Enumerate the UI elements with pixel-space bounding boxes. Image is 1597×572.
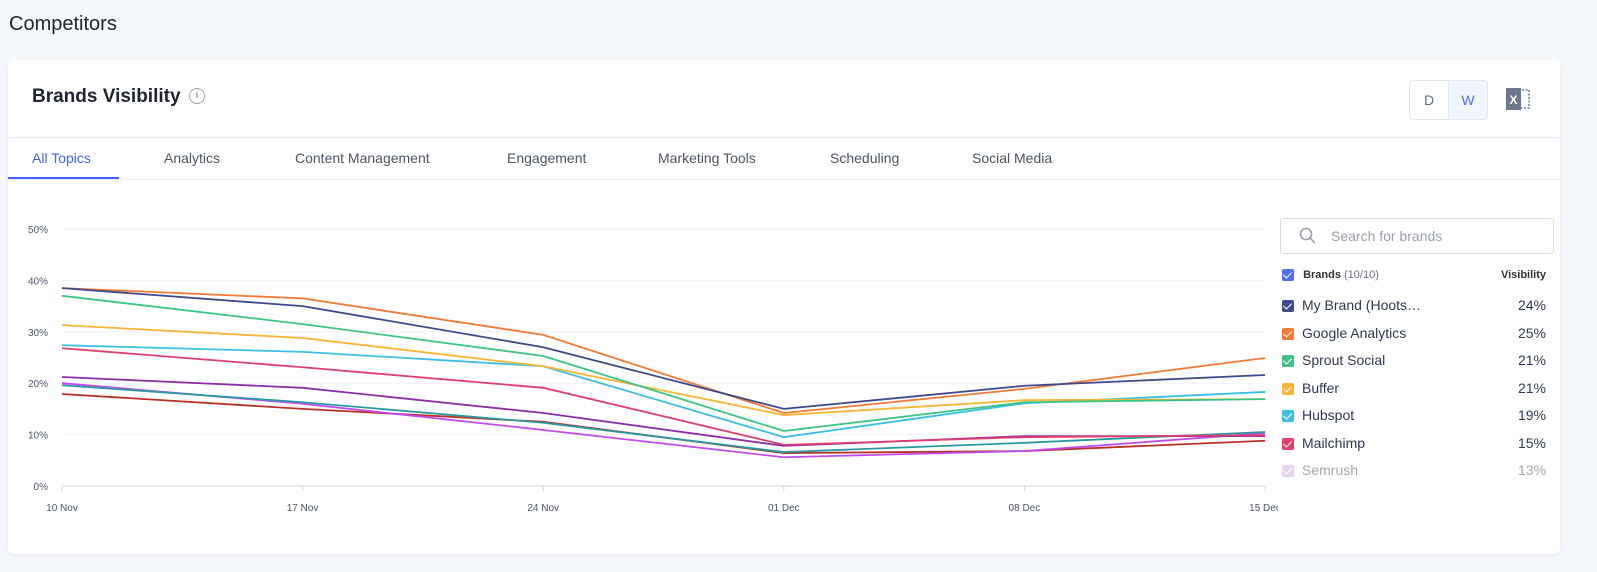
brands-visibility-card: Brands Visibility i D W X All Topics Anal… — [8, 60, 1560, 554]
brands-count: (10/10) — [1344, 269, 1379, 281]
tab-content-management[interactable]: Content Management — [295, 150, 430, 166]
select-all-checkbox[interactable] — [1282, 269, 1294, 282]
tab-marketing-tools[interactable]: Marketing Tools — [658, 150, 756, 166]
legend-item[interactable]: Google Analytics 25% — [1282, 324, 1546, 346]
brand-visibility: 13% — [1517, 462, 1546, 478]
x-tick-label: 08 Dec — [1009, 503, 1041, 514]
brand-checkbox[interactable] — [1282, 355, 1294, 367]
info-icon[interactable]: i — [189, 88, 205, 104]
page-title: Competitors — [9, 13, 117, 35]
legend-item[interactable]: Buffer 21% — [1282, 379, 1546, 401]
y-tick-label: 10% — [28, 431, 48, 442]
topic-tabs: All Topics Analytics Content Management Eng… — [8, 137, 1560, 180]
legend-item[interactable]: Semrush 13% — [1282, 461, 1546, 483]
x-tick-label: 17 Nov — [287, 503, 319, 514]
y-tick-label: 0% — [34, 482, 49, 493]
legend-item[interactable]: Sprout Social 21% — [1282, 351, 1546, 373]
brand-search[interactable] — [1280, 218, 1554, 254]
legend-header: Brands (10/10) Visibility — [1282, 269, 1546, 282]
visibility-header: Visibility — [1500, 269, 1546, 281]
tab-all-topics[interactable]: All Topics — [8, 138, 119, 179]
brand-name: Sprout Social — [1302, 352, 1386, 368]
weekly-button[interactable]: W — [1448, 81, 1487, 119]
series-line — [61, 294, 1266, 432]
brands-header: Brands — [1303, 269, 1341, 281]
tab-engagement[interactable]: Engagement — [507, 150, 587, 166]
brand-name: Buffer — [1302, 379, 1340, 396]
series-line — [61, 382, 1266, 459]
series-line — [61, 347, 1266, 446]
legend-item[interactable]: Hubspot 19% — [1282, 406, 1546, 428]
brand-checkbox[interactable] — [1282, 327, 1294, 340]
tab-social-media[interactable]: Social Media — [972, 150, 1053, 166]
y-tick-label: 30% — [28, 328, 48, 339]
search-icon — [1299, 227, 1316, 244]
series-line — [61, 376, 1265, 447]
brand-visibility: 19% — [1517, 407, 1546, 423]
series-line — [61, 324, 1266, 416]
brand-visibility: 15% — [1517, 434, 1546, 451]
x-tick-label: 10 Nov — [46, 503, 78, 514]
y-tick-label: 40% — [28, 276, 48, 287]
legend-item[interactable]: Mailchimp 15% — [1282, 434, 1546, 456]
x-tick-label: 01 Dec — [768, 503, 800, 514]
tab-analytics[interactable]: Analytics — [164, 150, 221, 166]
card-title: Brands Visibility — [32, 86, 181, 107]
search-input[interactable] — [1329, 227, 1543, 245]
brand-name: Mailchimp — [1302, 434, 1366, 451]
y-tick-label: 20% — [28, 379, 48, 390]
svg-text:X: X — [1509, 93, 1517, 107]
brand-checkbox[interactable] — [1282, 465, 1294, 477]
brand-visibility: 21% — [1517, 379, 1546, 396]
y-tick-label: 50% — [28, 225, 48, 236]
brand-checkbox[interactable] — [1282, 382, 1294, 395]
brand-visibility: 21% — [1517, 352, 1546, 368]
visibility-line-chart: 0% 10% 20% 30% 40% 50% 10 Nov 17 Nov 24 Nov 01 De… — [28, 225, 1278, 514]
brand-checkbox[interactable] — [1282, 300, 1294, 312]
tab-scheduling[interactable]: Scheduling — [830, 150, 900, 166]
brand-checkbox[interactable] — [1282, 437, 1294, 450]
brand-name: Google Analytics — [1302, 324, 1407, 341]
x-tick-label: 15 Dec — [1249, 503, 1278, 514]
brand-name: Hubspot — [1302, 407, 1355, 423]
brand-name: Semrush — [1302, 462, 1359, 478]
brand-checkbox[interactable] — [1282, 410, 1294, 422]
brand-name: My Brand (Hoots… — [1302, 297, 1422, 313]
series-line — [61, 287, 1266, 410]
excel-icon[interactable]: X — [1506, 88, 1530, 110]
series-line — [61, 384, 1266, 453]
legend-item[interactable]: My Brand (Hoots… 24% — [1282, 296, 1546, 318]
x-tick-label: 24 Nov — [527, 503, 559, 514]
daily-button[interactable]: D — [1423, 92, 1435, 108]
granularity-toggle: D W — [1409, 80, 1488, 120]
brand-visibility: 24% — [1517, 297, 1546, 313]
brand-visibility: 25% — [1517, 324, 1546, 341]
